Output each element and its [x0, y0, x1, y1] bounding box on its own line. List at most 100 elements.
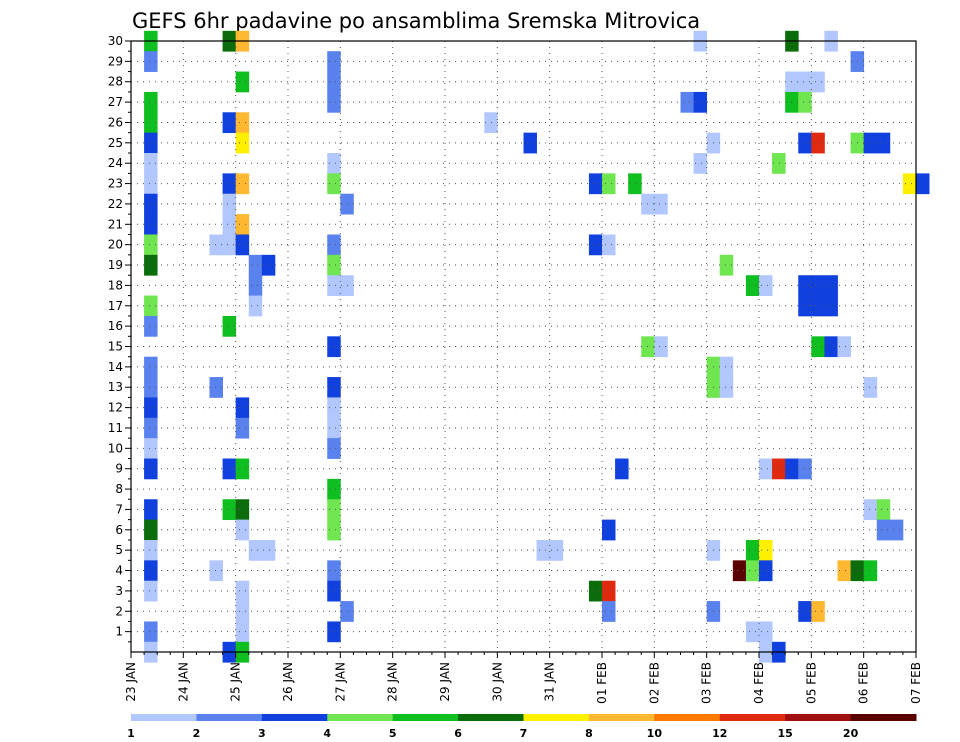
y-tick-label: 23 — [108, 177, 123, 191]
heatmap-cell — [824, 336, 838, 358]
heatmap-cell — [719, 377, 734, 398]
x-tick-label: 28 JAN — [386, 662, 400, 702]
heatmap-cell — [144, 499, 158, 521]
y-tick-label: 12 — [108, 401, 123, 415]
heatmap-cell — [837, 336, 851, 358]
heatmap-cell — [235, 580, 250, 602]
heatmap-cell — [235, 71, 250, 93]
legend-swatch — [785, 714, 852, 721]
heatmap-cell — [222, 112, 237, 134]
heatmap-cell — [144, 397, 158, 419]
heatmap-cell — [588, 580, 603, 602]
heatmap-cell — [235, 621, 250, 643]
y-tick-label: 11 — [108, 421, 123, 435]
heatmap-cell — [144, 91, 158, 113]
heatmap-cell — [209, 377, 223, 398]
heatmap-cell — [248, 539, 263, 561]
y-tick-label: 19 — [108, 258, 123, 272]
heatmap-cell — [144, 417, 158, 439]
y-tick-label: 30 — [108, 34, 123, 48]
heatmap-cell — [759, 560, 773, 582]
legend-label: 15 — [778, 727, 793, 740]
y-tick-label: 1 — [115, 625, 123, 639]
heatmap-cell — [654, 193, 668, 215]
heatmap-cell — [549, 539, 564, 561]
heatmap-cell — [327, 499, 341, 521]
heatmap-cell — [772, 153, 786, 174]
legend-swatch — [458, 714, 524, 721]
y-tick-label: 20 — [108, 238, 123, 252]
heatmap-cell — [772, 458, 786, 480]
heatmap-cell — [144, 519, 158, 541]
heatmap-cell — [759, 539, 773, 561]
heatmap-cell — [235, 458, 250, 480]
heatmap-cell — [144, 214, 158, 235]
y-tick-label: 18 — [108, 278, 123, 292]
plot-frame — [130, 40, 917, 653]
heatmap-cell — [798, 601, 812, 622]
heatmap-cell — [745, 539, 760, 561]
legend-label: 4 — [323, 727, 331, 740]
heatmap-cell — [602, 580, 616, 602]
heatmap-cell — [327, 438, 341, 459]
heatmap-cell — [235, 601, 250, 622]
y-tick-label: 27 — [108, 95, 123, 109]
color-legend: 1 2 3 4 5 6 7 8 10 12 15 20 — [127, 714, 917, 740]
heatmap-cell — [222, 193, 237, 215]
heatmap-cell — [235, 214, 250, 235]
legend-label: 7 — [520, 727, 528, 740]
heatmap-cell — [588, 173, 603, 195]
x-tick-label: 01 FEB — [595, 662, 609, 704]
heatmap-cell — [327, 254, 341, 276]
heatmap-cell — [144, 315, 158, 337]
heatmap-cell — [902, 173, 917, 195]
heatmap-cell — [536, 539, 551, 561]
legend-label: 5 — [389, 727, 397, 740]
heatmap-cell — [144, 295, 158, 317]
heatmap-cell — [798, 295, 812, 317]
x-tick-label: 31 JAN — [543, 662, 557, 702]
heatmap-cell — [327, 377, 341, 398]
legend-swatch — [327, 714, 394, 721]
heatmap-cell — [837, 560, 851, 582]
heatmap-cell — [693, 91, 708, 113]
heatmap-cell — [693, 153, 708, 174]
heatmap-cell — [863, 499, 878, 521]
y-tick-label: 29 — [108, 54, 123, 68]
y-axis: 1234567891011121314151617181920212223242… — [108, 34, 131, 643]
heatmap-cell — [811, 336, 825, 358]
heatmap-cell — [222, 315, 237, 337]
heatmap-cell — [261, 254, 276, 276]
heatmap-cell — [327, 621, 341, 643]
heatmap-cell — [811, 601, 825, 622]
heatmap-cell — [811, 71, 825, 93]
y-tick-label: 15 — [108, 340, 123, 354]
y-tick-label: 28 — [108, 75, 123, 89]
heatmap-cell — [615, 458, 629, 480]
heatmap-cell — [588, 234, 603, 256]
y-tick-label: 21 — [108, 217, 123, 231]
chart-title: GEFS 6hr padavine po ansamblima Sremska … — [132, 9, 700, 33]
heatmap-cell — [327, 234, 341, 256]
heatmap-cell — [327, 580, 341, 602]
heatmap-cell — [759, 621, 773, 643]
legend-label: 1 — [127, 727, 135, 740]
heatmap-cell — [144, 356, 158, 378]
heatmap-cell — [144, 254, 158, 276]
y-tick-label: 5 — [115, 543, 123, 557]
heatmap-cell — [863, 132, 878, 154]
heatmap-cell — [811, 132, 825, 154]
heatmap-cell — [209, 234, 223, 256]
legend-label: 12 — [712, 727, 727, 740]
heatmap-cell — [235, 173, 250, 195]
x-tick-label: 30 JAN — [490, 662, 504, 702]
heatmap-cell — [824, 295, 838, 317]
legend-label: 6 — [454, 727, 462, 740]
legend-swatch — [588, 714, 655, 721]
heatmap-cell — [235, 397, 250, 419]
y-tick-label: 9 — [115, 462, 123, 476]
legend-swatch — [261, 714, 328, 721]
heatmap-cell — [144, 153, 158, 174]
y-tick-label: 25 — [108, 136, 123, 150]
